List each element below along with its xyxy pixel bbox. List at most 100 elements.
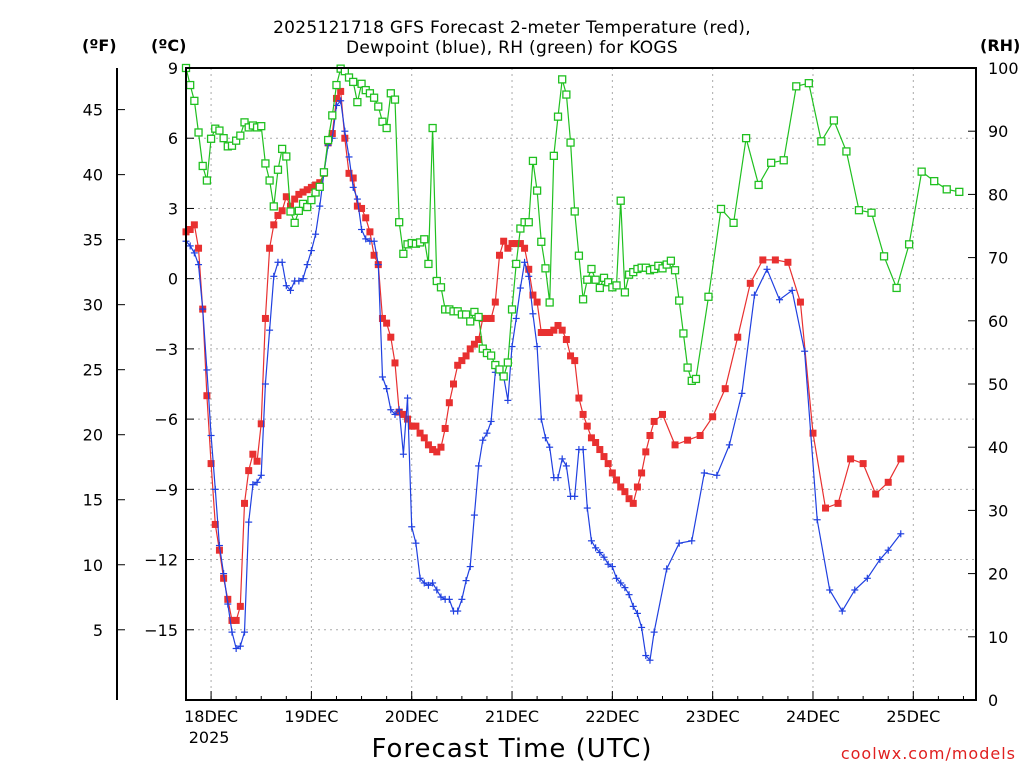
dewpoint-point [897, 530, 905, 538]
temperature-point [412, 422, 420, 430]
dewpoint-point [295, 277, 303, 285]
rh-point [792, 82, 801, 91]
temperature-point [592, 439, 600, 447]
dewpoint-point [700, 469, 708, 477]
dewpoint-point [738, 389, 746, 397]
temperature-point [613, 476, 621, 484]
rh-point [930, 176, 939, 186]
dewpoint-point [529, 310, 537, 318]
temperature-point [759, 256, 767, 264]
temperature-point [299, 188, 307, 196]
dewpoint-point [257, 471, 265, 479]
rh-point [311, 188, 320, 197]
dewpoint-point [270, 272, 278, 280]
dewpoint-point [391, 410, 399, 418]
temperature-point [228, 616, 236, 624]
c-tick-label: −15 [144, 621, 178, 640]
dewpoint-point [533, 343, 541, 351]
temperature-point [341, 134, 349, 142]
temperature-point [220, 574, 228, 582]
temperature-point [362, 214, 370, 222]
dewpoint-point [266, 326, 274, 334]
x-tick-label: 22DEC [585, 707, 639, 726]
c-tick-label: 3 [168, 199, 178, 218]
dewpoint-point [629, 602, 637, 610]
rh-point [315, 182, 324, 191]
temperature-point [416, 429, 424, 437]
temperature-point [312, 181, 320, 189]
temperature-point [521, 244, 529, 252]
f-tick-label: 45 [83, 101, 103, 120]
temperature-point [241, 499, 249, 507]
unit-label-rh: (RH) [980, 36, 1021, 55]
x-tick-label: 20DEC [385, 707, 439, 726]
rh-point [754, 180, 763, 190]
dewpoint-point [483, 429, 491, 437]
dewpoint-point [420, 579, 428, 587]
rh-point [599, 273, 609, 282]
temperature-point [383, 319, 391, 327]
rh-point [294, 206, 304, 215]
dewpoint-point [801, 347, 809, 355]
dewpoint-point [245, 518, 253, 526]
rh-point [474, 312, 483, 322]
rh-point [240, 118, 249, 127]
temperature-point [245, 467, 253, 475]
rh-point [512, 259, 521, 269]
rh-point [353, 97, 362, 107]
rh-point [265, 176, 274, 185]
dewpoint-point [416, 574, 424, 582]
rh-point [328, 111, 337, 120]
temperature-point [274, 211, 282, 219]
dewpoint-point [750, 291, 758, 299]
rh-point [369, 93, 379, 102]
rh-point [219, 134, 228, 143]
temperature-point [709, 413, 717, 421]
dewpoint-point [776, 296, 784, 304]
rh-point [198, 161, 207, 171]
rh-point [829, 116, 839, 125]
temperature-point [525, 265, 533, 273]
temperature-point [633, 483, 641, 491]
temperature-point [558, 326, 566, 334]
dewpoint-point [282, 282, 290, 290]
dewpoint-point [190, 249, 198, 257]
rh-point [553, 112, 563, 121]
temperature-point [562, 336, 570, 344]
rh-tick-label: 70 [988, 249, 1008, 268]
rh-point [558, 75, 567, 84]
rh-tick-label: 30 [988, 501, 1008, 520]
rh-point [670, 266, 680, 275]
temperature-point [378, 314, 386, 322]
temperature-point [429, 446, 437, 454]
temperature-point [696, 431, 704, 439]
dewpoint-point [688, 537, 696, 545]
temperature-point [859, 460, 867, 468]
rh-point [817, 137, 826, 146]
rh-point [616, 196, 625, 205]
rh-point [683, 363, 692, 372]
dewpoint-point [349, 183, 357, 191]
temperature-point [529, 291, 537, 299]
dewpoint-point [445, 595, 453, 603]
temperature-point [479, 314, 487, 322]
temperature-point [554, 321, 562, 329]
c-tick-label: −6 [154, 410, 178, 429]
dewpoint-point [525, 272, 533, 280]
source-credit: coolwx.com/models [840, 744, 1016, 763]
dewpoint-point [412, 539, 420, 547]
temperature-point [659, 410, 667, 418]
x-tick-label: 19DEC [284, 707, 338, 726]
temperature-point [897, 455, 905, 463]
rh-point [227, 141, 237, 150]
dewpoint-point [650, 628, 658, 636]
chart-title-line-2: Dewpoint (blue), RH (green) for KOGS [346, 38, 678, 58]
temperature-point [332, 94, 340, 102]
f-tick-label: 15 [83, 491, 103, 510]
dewpoint-point [395, 406, 403, 414]
temperature-point [466, 345, 474, 353]
dewpoint-point [358, 226, 366, 234]
temperature-point [617, 483, 625, 491]
rh-point [428, 123, 437, 133]
rh-point [486, 351, 496, 360]
